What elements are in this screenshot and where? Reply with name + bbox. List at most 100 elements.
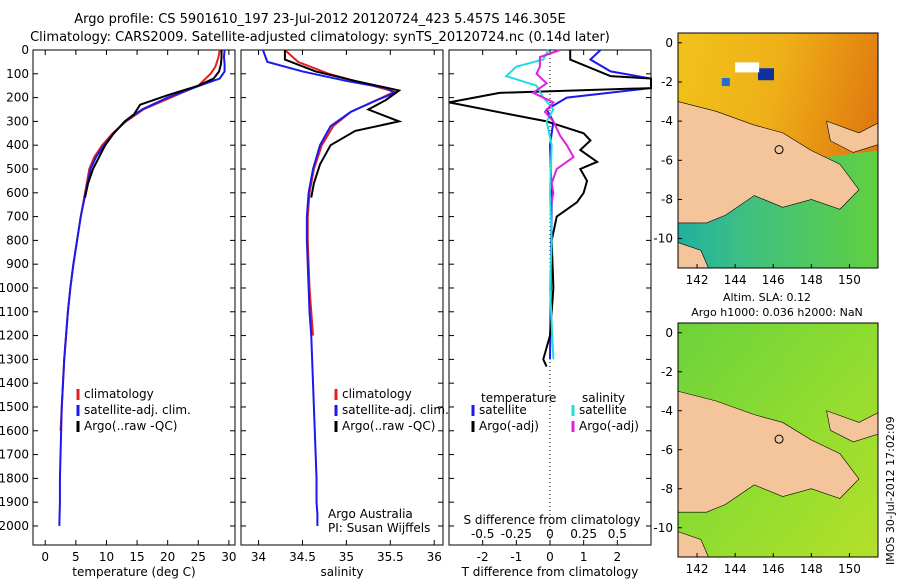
legend-entry: climatology bbox=[84, 387, 154, 401]
x-tick-label: 35 bbox=[339, 550, 354, 564]
x-tick-label: 34 bbox=[251, 550, 266, 564]
x-tick-label: 36 bbox=[427, 550, 442, 564]
legend-entry: satellite-adj. clim. bbox=[342, 403, 449, 417]
x-tick-label: 15 bbox=[129, 550, 144, 564]
map-panels: sat. SST: 29 Argo: 28.70-2-4-6-8-1014214… bbox=[653, 31, 879, 576]
map-x-tick-label: 142 bbox=[686, 562, 709, 576]
x-axis-label: salinity bbox=[320, 565, 363, 579]
y-tick-label: 1200 bbox=[0, 329, 29, 343]
map-y-tick-label: -10 bbox=[653, 521, 673, 535]
series-line-satellite-adj-clim- bbox=[58, 49, 226, 526]
y-tick-label: 600 bbox=[6, 186, 29, 200]
salinity-tick-label: 0 bbox=[546, 527, 554, 541]
x-tick-label: 5 bbox=[72, 550, 80, 564]
legend-group-salinity: salinity bbox=[582, 391, 625, 405]
map-y-tick-label: -8 bbox=[661, 482, 673, 496]
profile-panels: 0 5 10 15 20 25 300100200300400500600700800900… bbox=[0, 43, 652, 579]
sst-cold-patch-2 bbox=[721, 78, 730, 87]
legend-group-temperature: temperature bbox=[481, 391, 556, 405]
argo-float-marker bbox=[774, 145, 784, 155]
map-y-tick-label: 0 bbox=[665, 326, 673, 340]
series-line-argo-adj- bbox=[531, 49, 575, 203]
x-tick-label: -1 bbox=[510, 550, 522, 564]
sst-cold-patch bbox=[758, 68, 774, 81]
map-panel-sla_map: 0 -2 -4 -6 -8 -10 142 144 146 148 150 bbox=[653, 322, 879, 576]
map-y-tick-label: 0 bbox=[665, 36, 673, 50]
map-x-tick-label: 148 bbox=[800, 273, 823, 287]
salinity-axis-title: S difference from climatology bbox=[464, 513, 641, 527]
y-tick-label: 300 bbox=[6, 114, 29, 128]
map-y-tick-label: -2 bbox=[661, 75, 673, 89]
y-tick-label: 400 bbox=[6, 138, 29, 152]
salinity-tick-label: 0.5 bbox=[608, 527, 627, 541]
y-tick-label: 1000 bbox=[0, 281, 29, 295]
x-axis-label: temperature (deg C) bbox=[72, 565, 195, 579]
x-tick-label: 10 bbox=[99, 550, 114, 564]
map-y-tick-label: -6 bbox=[661, 153, 673, 167]
map-y-tick-label: -2 bbox=[661, 365, 673, 379]
y-tick-label: 0 bbox=[21, 43, 29, 57]
land-new-guinea bbox=[677, 101, 860, 224]
map-x-tick-label: 146 bbox=[762, 273, 785, 287]
map-y-tick-label: -6 bbox=[661, 443, 673, 457]
y-tick-label: 1500 bbox=[0, 400, 29, 414]
legend-entry: Argo(..raw -QC) bbox=[342, 419, 435, 433]
panel-frame bbox=[240, 49, 444, 546]
map-x-tick-label: 144 bbox=[724, 273, 747, 287]
x-tick-label: 34.5 bbox=[289, 550, 316, 564]
figure-title-line-2: Climatology: CARS2009. Satellite-adjuste… bbox=[30, 30, 610, 45]
imos-timestamp: IMOS 30-Jul-2012 17:02:09 bbox=[884, 416, 897, 565]
x-tick-label: 30 bbox=[221, 550, 236, 564]
salinity-tick-label: 0.25 bbox=[570, 527, 597, 541]
x-tick-label: 25 bbox=[191, 550, 206, 564]
legend-entry: satellite-adj. clim. bbox=[84, 403, 191, 417]
legend-entry: climatology bbox=[342, 387, 412, 401]
sla-map-subtitle: Argo h1000: 0.036 h2000: NaN bbox=[691, 306, 863, 319]
y-tick-label: 200 bbox=[6, 91, 29, 105]
land-new-guinea bbox=[677, 390, 860, 513]
series-line-argo-raw-qc- bbox=[283, 50, 403, 198]
legend-entry: Argo(..raw -QC) bbox=[84, 419, 177, 433]
map-x-tick-label: 148 bbox=[800, 562, 823, 576]
map-x-tick-label: 150 bbox=[838, 562, 861, 576]
map-y-tick-label: -4 bbox=[661, 114, 673, 128]
y-tick-label: 1600 bbox=[0, 424, 29, 438]
map-x-tick-label: 144 bbox=[724, 562, 747, 576]
x-tick-label: 20 bbox=[160, 550, 175, 564]
x-tick-label: -2 bbox=[477, 550, 489, 564]
argo-float-marker bbox=[774, 434, 784, 444]
y-tick-label: 1100 bbox=[0, 305, 29, 319]
series-line-satellite-adj-clim- bbox=[262, 49, 398, 526]
y-tick-label: 700 bbox=[6, 210, 29, 224]
map-frame bbox=[677, 32, 879, 269]
y-tick-label: 1700 bbox=[0, 448, 29, 462]
y-tick-label: 1800 bbox=[0, 471, 29, 485]
y-tick-label: 2000 bbox=[0, 519, 29, 533]
sst-missing-data bbox=[735, 62, 760, 73]
salinity-tick-label: -0.5 bbox=[471, 527, 494, 541]
x-tick-label: 35.5 bbox=[377, 550, 404, 564]
sla-map-title: Altim. SLA: 0.12 bbox=[723, 291, 811, 304]
map-x-tick-label: 150 bbox=[838, 273, 861, 287]
legend-entry: satellite bbox=[579, 403, 627, 417]
map-x-tick-label: 142 bbox=[686, 273, 709, 287]
y-tick-label: 800 bbox=[6, 233, 29, 247]
series-line-argo-raw-qc- bbox=[84, 50, 223, 198]
annotation-argo-australia: Argo Australia bbox=[328, 507, 413, 521]
x-tick-label: 0 bbox=[41, 550, 49, 564]
x-tick-label: 0 bbox=[546, 550, 554, 564]
profile-panel-difference: -2 -1 0 1 2T difference from climatology S di… bbox=[448, 49, 652, 579]
y-tick-label: 1900 bbox=[0, 495, 29, 509]
series-line-satellite bbox=[504, 49, 555, 360]
map-y-tick-label: -8 bbox=[661, 192, 673, 206]
map-panel-sst_map: 0 -2 -4 -6 -8 -10 142 144 146 148 150 bbox=[653, 32, 879, 287]
map-y-tick-label: -4 bbox=[661, 404, 673, 418]
y-tick-label: 1400 bbox=[0, 376, 29, 390]
map-y-tick-label: -10 bbox=[653, 232, 673, 246]
x-tick-label: 1 bbox=[580, 550, 588, 564]
y-tick-label: 1300 bbox=[0, 352, 29, 366]
series-line-argo-adj- bbox=[448, 50, 652, 367]
y-tick-label: 900 bbox=[6, 257, 29, 271]
map-x-tick-label: 146 bbox=[762, 562, 785, 576]
